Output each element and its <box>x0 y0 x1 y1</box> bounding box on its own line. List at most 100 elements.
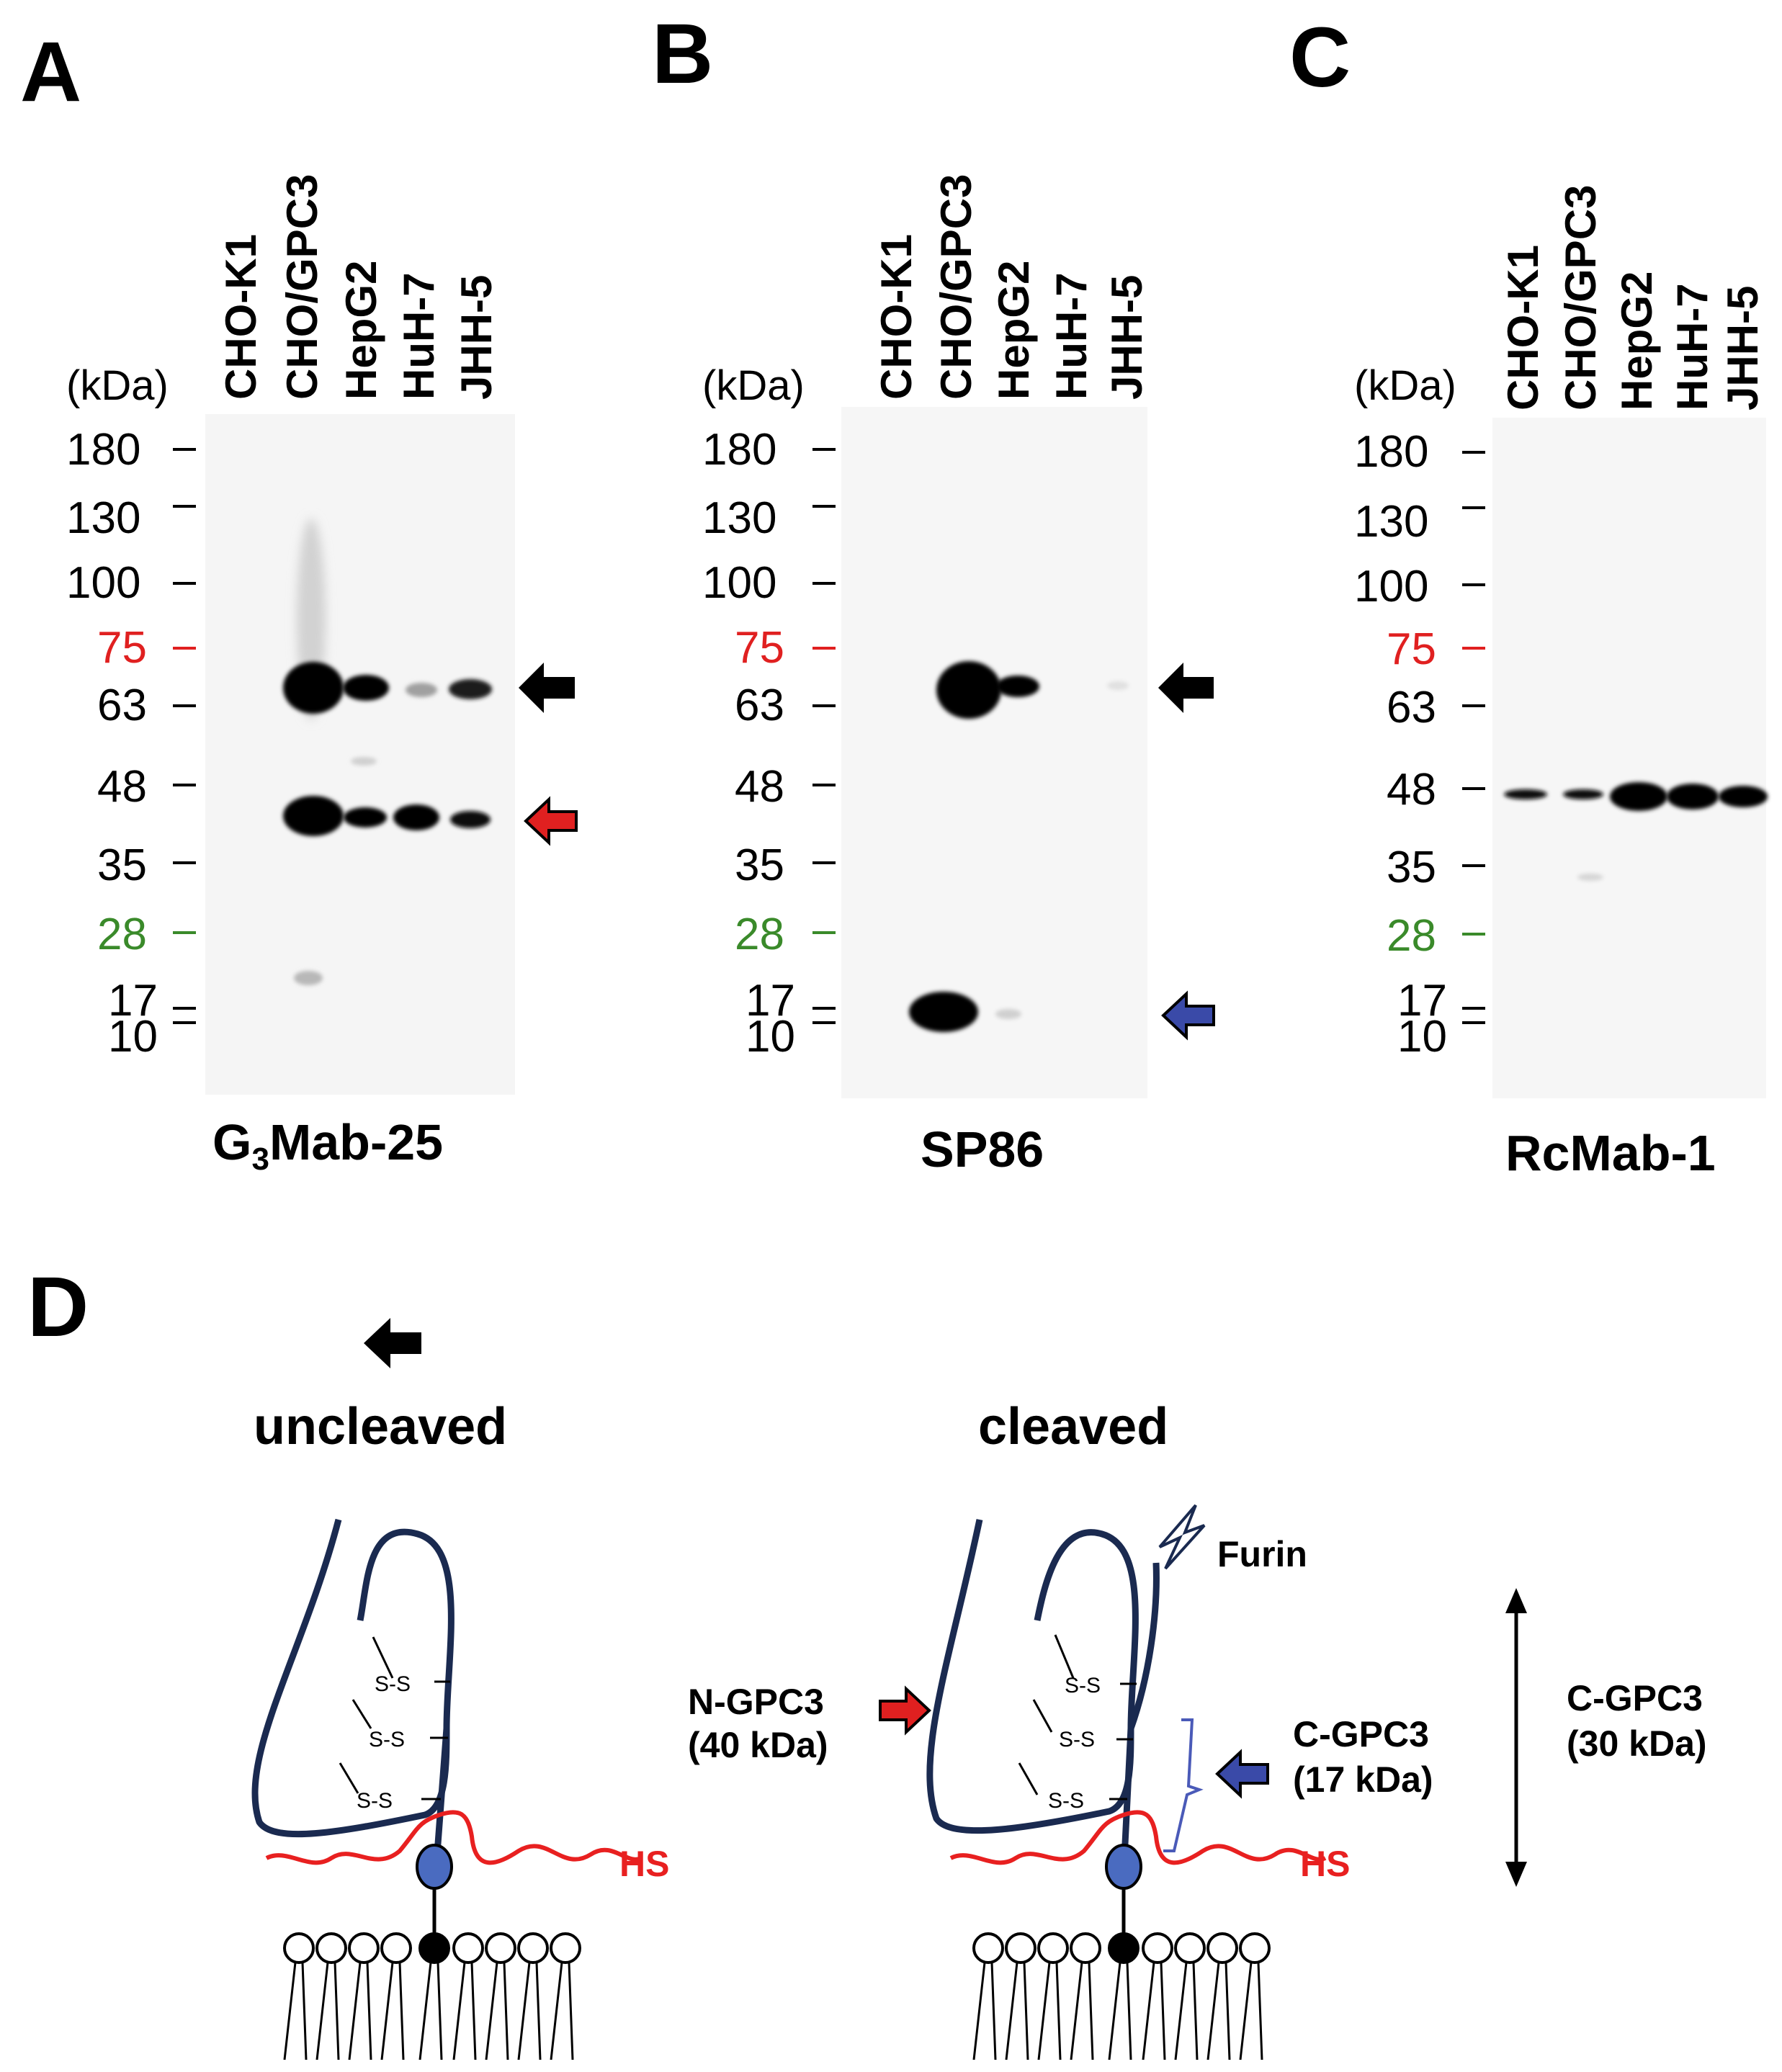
panel-b: B CHO-K1 CHO/GPC3 HepG2 HuH-7 JHH-5 (kDa… <box>652 6 1215 1178</box>
marker-label: 100 <box>702 558 776 608</box>
lipid-tail <box>517 1962 531 2060</box>
lipid-tail <box>301 1962 308 2060</box>
n-gpc3-annotation: N-GPC3 (40 kDa) <box>688 1682 931 1765</box>
blot-a-bands <box>283 519 492 985</box>
c-gpc3-30-annotation: C-GPC3 (30 kDa) <box>1505 1588 1707 1887</box>
furin-lightning-icon <box>1158 1504 1206 1570</box>
lipid-tail <box>1206 1962 1220 2060</box>
lipid-tail <box>1070 1962 1083 2060</box>
antibody-sp86: SP86 <box>921 1121 1044 1178</box>
uncleaved-gpc3: S-S S-S S-S HS <box>251 1518 669 1937</box>
blot-b <box>841 407 1147 1098</box>
marker-label: 100 <box>1354 562 1428 611</box>
lipid-head <box>380 1932 412 1964</box>
lipid-head <box>315 1932 347 1964</box>
lane-label: JHH-5 <box>1103 275 1151 400</box>
lipid-tail <box>398 1962 405 2060</box>
band-17-hepg2 <box>995 1009 1021 1019</box>
lipid-tail <box>1088 1962 1094 2060</box>
panel-c-letter: C <box>1289 10 1351 105</box>
lipid-tail <box>1005 1962 1018 2060</box>
lipid-head <box>1239 1932 1271 1964</box>
protein-chain <box>926 1519 1139 1834</box>
band-63-hepg2 <box>996 676 1039 697</box>
heparan-sulfate <box>265 1810 642 1865</box>
c-gpc3-17-kda: (17 kDa) <box>1293 1759 1433 1800</box>
lipid-head <box>1142 1932 1173 1964</box>
lipid-tail <box>452 1962 466 2060</box>
lipid-tail <box>348 1962 362 2060</box>
marker-ladder: 180 130 100 75 63 48 35 28 17 10 <box>702 425 836 1062</box>
lane-label: CHO-K1 <box>872 234 921 400</box>
band-faint <box>351 757 377 766</box>
c-gpc3-17-bracket <box>1163 1718 1204 1852</box>
n-gpc3-kda: (40 kDa) <box>688 1725 828 1765</box>
red-arrow <box>524 796 578 846</box>
marker-label: 10 <box>1397 1012 1447 1062</box>
lipid-tail <box>470 1962 477 2060</box>
lane-label: HepG2 <box>990 261 1038 400</box>
marker-label: 63 <box>735 681 784 730</box>
lipid-tail <box>1055 1962 1062 2060</box>
panel-d: D uncleaved cleaved S-S S-S S-S HS <box>27 1260 1707 2060</box>
marker-label: 75 <box>97 623 147 673</box>
lane-label: JHH-5 <box>452 275 501 400</box>
ss-bond-label: S-S <box>369 1728 405 1752</box>
c-gpc3-30-kda: (30 kDa) <box>1567 1723 1707 1764</box>
marker-label: 63 <box>1387 683 1436 732</box>
lane-label: HepG2 <box>1613 272 1661 411</box>
disulfide <box>352 1699 372 1729</box>
panel-a-lanes: CHO-K1 CHO/GPC3 HepG2 HuH-7 JHH-5 <box>217 174 501 400</box>
blue-arrow <box>1161 990 1215 1041</box>
blot-c <box>1492 418 1766 1098</box>
marker-label: 10 <box>746 1012 795 1062</box>
lipid-head-anchor <box>1108 1932 1140 1964</box>
marker-label: 130 <box>702 493 776 543</box>
band-45-hepg2 <box>1610 782 1667 811</box>
panel-a: A CHO-K1 CHO/GPC3 HepG2 HuH-7 JHH-5 (kDa… <box>20 24 578 1177</box>
lane-label: CHO-K1 <box>1499 245 1547 411</box>
lipid-tail <box>1142 1962 1155 2060</box>
lipid-head <box>1005 1932 1036 1964</box>
lipid-tail <box>380 1962 394 2060</box>
antibody-rcmab1: RcMab-1 <box>1505 1125 1716 1181</box>
lipid-tail <box>1126 1962 1132 2060</box>
marker-label: 100 <box>66 558 140 608</box>
lane-label: HepG2 <box>337 261 385 400</box>
lipid-tail <box>1023 1962 1029 2060</box>
marker-label: 28 <box>97 910 147 959</box>
furin-label: Furin <box>1217 1534 1307 1574</box>
disulfide <box>339 1762 359 1794</box>
lipid-tail <box>1192 1962 1199 2060</box>
lipid-tail <box>1224 1962 1231 2060</box>
lane-label: CHO-K1 <box>217 234 265 400</box>
marker-label: 180 <box>1354 427 1428 477</box>
ss-bond-label: S-S <box>375 1672 411 1696</box>
black-arrow <box>1158 663 1214 713</box>
band-40-huh7 <box>393 804 439 830</box>
lipid-head <box>550 1932 581 1964</box>
lipid-tail <box>1239 1962 1253 2060</box>
disulfide <box>372 1636 394 1679</box>
band-faint <box>1577 874 1603 881</box>
lipid-tail <box>550 1962 563 2060</box>
marker-label: 28 <box>1387 911 1436 961</box>
band-63-jhh5 <box>449 679 492 699</box>
marker-label: 48 <box>97 762 147 812</box>
lipid-tail <box>1037 1962 1051 2060</box>
lipid-head <box>283 1932 315 1964</box>
lipid-tail <box>1160 1962 1166 2060</box>
lipid-tail <box>535 1962 542 2060</box>
band-40-jhh5 <box>450 811 491 828</box>
furin: Furin <box>1158 1504 1307 1574</box>
heparan-sulfate <box>949 1810 1327 1865</box>
black-arrow <box>519 663 575 713</box>
red-arrow <box>879 1685 931 1736</box>
gpi-anchor <box>416 1844 453 1890</box>
kda-label: (kDa) <box>702 362 805 409</box>
panel-a-letter: A <box>20 24 81 120</box>
panel-c-lanes: CHO-K1 CHO/GPC3 HepG2 HuH-7 JHH-5 <box>1499 185 1767 411</box>
lane-label: HuH-7 <box>1668 283 1716 411</box>
lipid-tail <box>366 1962 372 2060</box>
